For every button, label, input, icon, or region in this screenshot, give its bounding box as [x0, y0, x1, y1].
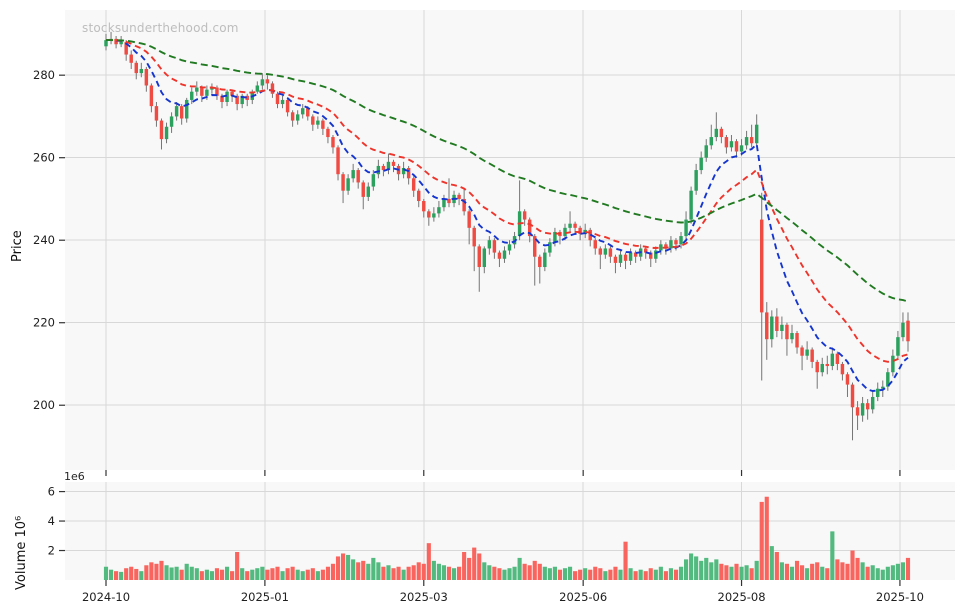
panel-backgrounds [65, 10, 955, 580]
svg-text:2024-10: 2024-10 [82, 590, 130, 604]
svg-text:220: 220 [33, 316, 55, 330]
fast-ema-line [105, 38, 909, 392]
candle-bodies-layer [104, 38, 910, 416]
grid-layer [65, 10, 955, 580]
svg-text:6: 6 [48, 485, 55, 499]
svg-text:2025-01: 2025-01 [241, 590, 289, 604]
watermark: stocksunderthehood.com [82, 21, 239, 35]
volume-bars-layer [103, 496, 911, 580]
svg-text:4: 4 [48, 514, 55, 528]
svg-text:260: 260 [33, 151, 55, 165]
svg-text:2025-10: 2025-10 [876, 590, 924, 604]
price-axis-label: Price [10, 230, 25, 262]
slow-ema-line [106, 39, 909, 303]
svg-text:240: 240 [33, 233, 55, 247]
svg-text:2025-08: 2025-08 [718, 590, 766, 604]
svg-text:2025-03: 2025-03 [400, 590, 448, 604]
volume-scale-offset-label: 1e6 [64, 470, 85, 483]
svg-text:2025-06: 2025-06 [559, 590, 607, 604]
medium-ema-line [105, 39, 909, 363]
volume-axis-label: Volume 10⁶ [14, 515, 29, 590]
axis-ticks-layer [59, 74, 901, 586]
svg-text:2: 2 [48, 544, 55, 558]
axis-tick-labels: 200 220 240 260 280 2 4 6 2024-10 2025-01 2025-03 2… [33, 68, 924, 604]
moving-averages-layer [105, 38, 909, 392]
svg-text:280: 280 [33, 68, 55, 82]
svg-text:200: 200 [33, 398, 55, 412]
